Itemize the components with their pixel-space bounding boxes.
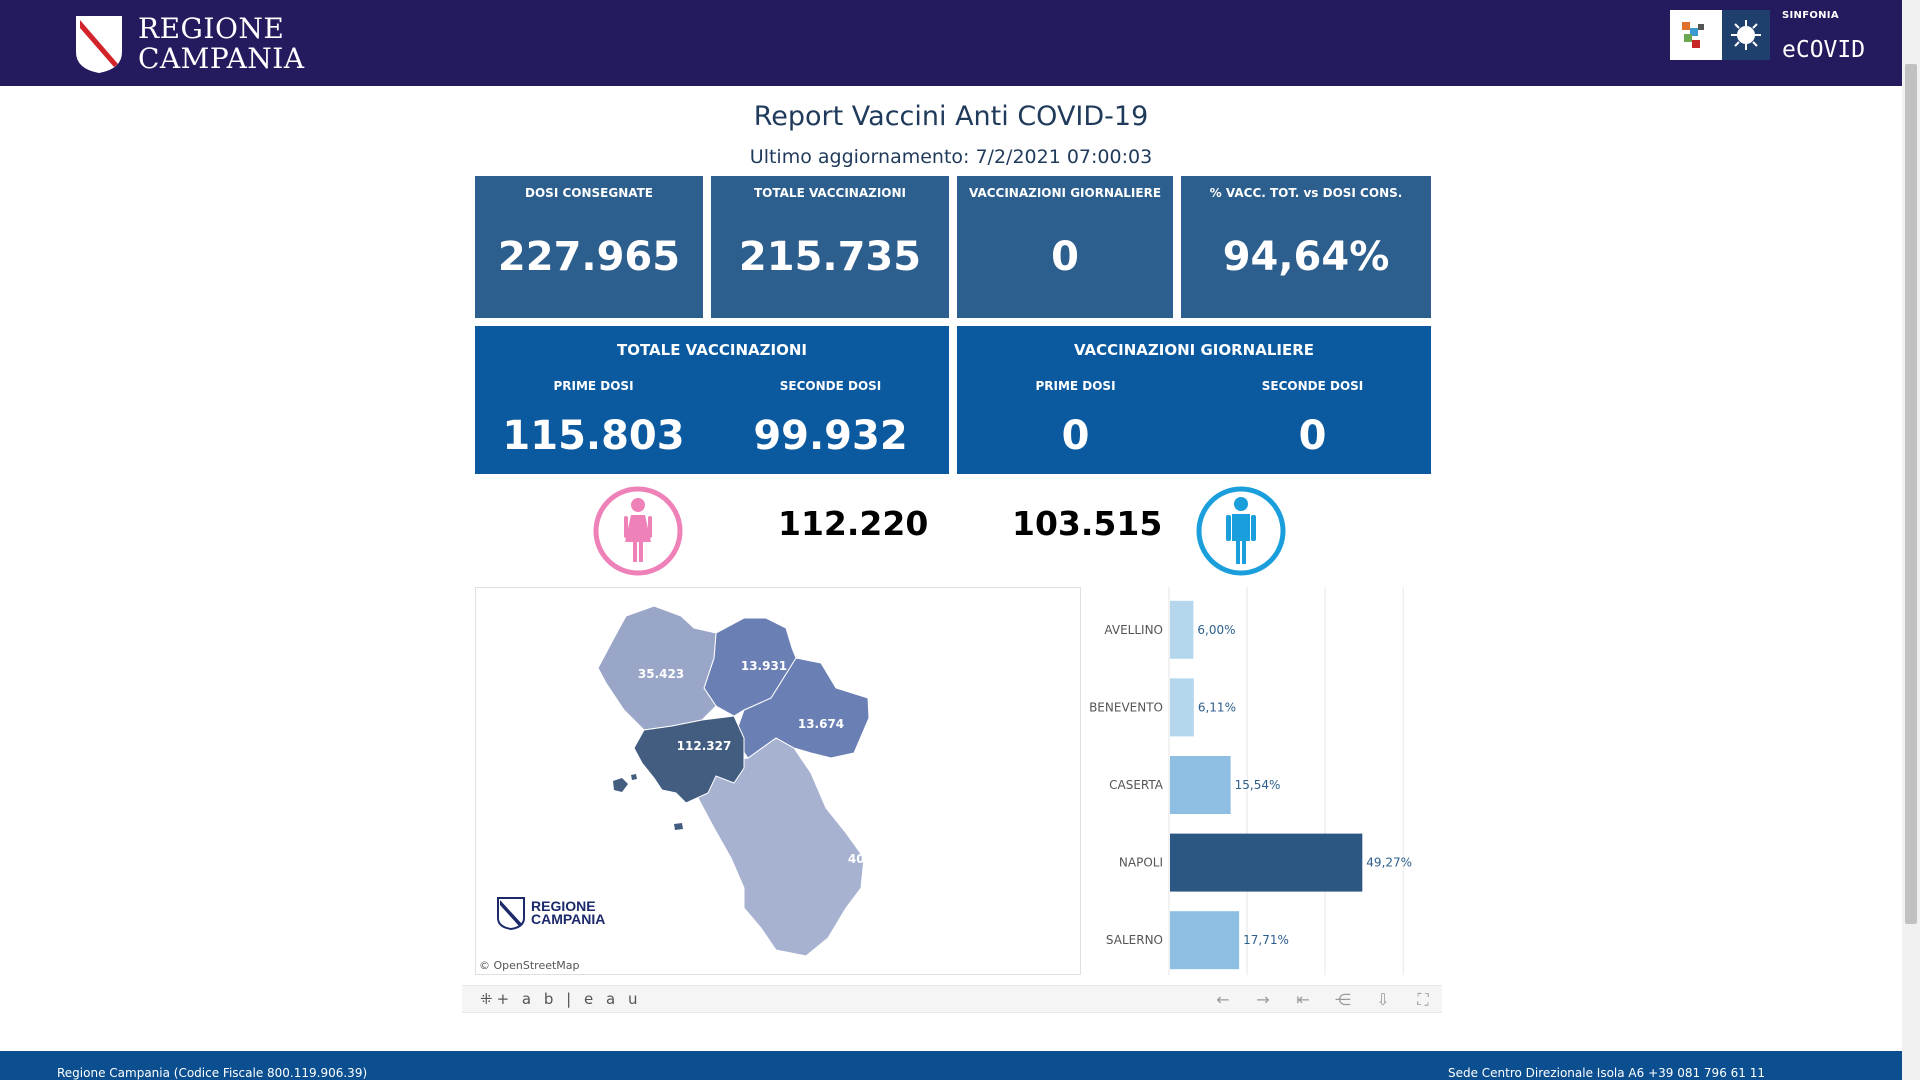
- tableau-mark-icon: ⁜: [480, 990, 497, 1008]
- bar-category-napoli: NAPOLI: [1119, 856, 1163, 870]
- map-label-napoli: 112.327: [677, 739, 732, 753]
- bar-benevento[interactable]: [1170, 678, 1194, 737]
- seconde-dosi-label: SECONDE DOSI: [1261, 379, 1364, 393]
- bar-salerno[interactable]: [1170, 911, 1240, 970]
- prime-dosi-label: PRIME DOSI: [553, 379, 634, 393]
- map-region-napoli[interactable]: [633, 715, 745, 804]
- bar-label-benevento: 6,11%: [1198, 700, 1236, 714]
- kpi-dosi-consegnate: DOSI CONSEGNATE 227.965: [475, 176, 703, 318]
- footer: Regione Campania (Codice Fiscale 800.119…: [0, 1051, 1902, 1080]
- prime-dosi-col: PRIME DOSI 115.803: [475, 359, 712, 459]
- kpi-totale-vaccinazioni: TOTALE VACCINAZIONI 215.735: [711, 176, 949, 318]
- seconde-dosi-value: 0: [1298, 413, 1327, 459]
- bar-category-benevento: BENEVENTO: [1089, 700, 1163, 714]
- last-update: Ultimo aggiornamento: 7/2/2021 07:00:03: [749, 146, 1153, 168]
- totale-vaccinazioni-card: TOTALE VACCINAZIONI PRIME DOSI 115.803 S…: [475, 326, 949, 474]
- seconde-dosi-value: 99.932: [753, 413, 908, 459]
- province-bar-chart: AVELLINO 6,00% BENEVENTO 6,11% CASERTA 15,54%…: [1085, 587, 1415, 975]
- ecovid-logo[interactable]: SINFONIA eCOVID: [1670, 10, 1865, 63]
- prime-dosi-col: PRIME DOSI 0: [957, 359, 1194, 459]
- redo-icon[interactable]: →: [1256, 990, 1270, 1009]
- bar-category-salerno: SALERNO: [1106, 933, 1163, 947]
- card-title: TOTALE VACCINAZIONI: [617, 341, 807, 359]
- seconde-dosi-col: SECONDE DOSI 0: [1194, 359, 1431, 459]
- undo-icon[interactable]: ←: [1216, 990, 1230, 1009]
- map-regione-logo: REGIONE CAMPANIA: [496, 896, 605, 930]
- regione-campania-logo[interactable]: REGIONE CAMPANIA: [74, 14, 305, 74]
- tableau-toolbar: ⁜+ a b | e a u ← → ⇤ ⋲ ⇩ ⛶: [462, 985, 1442, 1013]
- bar-avellino[interactable]: [1170, 600, 1194, 659]
- map-region-caserta[interactable]: [597, 605, 717, 731]
- mini-logo-line1: REGIONE: [531, 898, 596, 914]
- seconde-dosi-col: SECONDE DOSI 99.932: [712, 359, 949, 459]
- bar-label-salerno: 17,71%: [1243, 933, 1289, 947]
- share-icon[interactable]: ⋲: [1335, 990, 1351, 1009]
- tableau-logo[interactable]: ⁜+ a b | e a u: [480, 990, 641, 1008]
- revert-icon[interactable]: ⇤: [1296, 990, 1310, 1009]
- map-region-avellino[interactable]: [733, 657, 870, 759]
- kpi-value: 0: [1051, 234, 1079, 280]
- virus-icon: [1722, 10, 1770, 60]
- map-region-salerno[interactable]: [697, 737, 865, 957]
- kpi-value: 94,64%: [1222, 234, 1390, 280]
- kpi-vaccinazioni-giornaliere: VACCINAZIONI GIORNALIERE 0: [957, 176, 1173, 318]
- fullscreen-icon[interactable]: ⛶: [1417, 990, 1429, 1009]
- kpi-percent-vacc: % VACC. TOT. vs DOSI CONS. 94,64%: [1181, 176, 1431, 318]
- ecovid-name: eCOVID: [1782, 37, 1866, 63]
- bar-napoli[interactable]: [1170, 833, 1363, 892]
- brand-line2: CAMPANIA: [138, 42, 305, 75]
- male-icon: [1196, 486, 1286, 576]
- female-count: 112.220: [778, 504, 929, 543]
- map-label-benevento: 13.931: [741, 659, 787, 673]
- tableau-logo-text: + a b | e a u: [496, 990, 642, 1008]
- kpi-label: DOSI CONSEGNATE: [525, 186, 653, 200]
- bar-label-caserta: 15,54%: [1235, 778, 1281, 792]
- bar-category-caserta: CASERTA: [1109, 778, 1164, 792]
- mini-shield-icon: [497, 897, 525, 930]
- osm-attribution[interactable]: © OpenStreetMap: [479, 959, 580, 972]
- map-island-ischia: [613, 778, 628, 792]
- shield-icon: [76, 16, 122, 74]
- brand-text: REGIONE CAMPANIA: [138, 14, 305, 74]
- map-svg: 35.423 13.931 13.674 112.327 40.380: [597, 605, 894, 957]
- sinfonia-mark-icon: [1670, 10, 1722, 60]
- female-icon: [593, 486, 683, 576]
- download-icon[interactable]: ⇩: [1376, 990, 1390, 1009]
- bar-category-avellino: AVELLINO: [1104, 623, 1163, 637]
- male-count: 103.515: [1012, 504, 1163, 543]
- vaccinazioni-giornaliere-card: VACCINAZIONI GIORNALIERE PRIME DOSI 0 SE…: [957, 326, 1431, 474]
- top-bar: REGIONE CAMPANIA: [0, 0, 1902, 86]
- report-title: Report Vaccini Anti COVID-19: [753, 101, 1149, 132]
- footer-left-text: Regione Campania (Codice Fiscale 800.119…: [57, 1066, 368, 1080]
- brand-line1: REGIONE: [138, 12, 285, 45]
- ecovid-text: SINFONIA eCOVID: [1782, 10, 1865, 63]
- map-island-capri: [674, 823, 683, 830]
- campania-map[interactable]: 35.423 13.931 13.674 112.327 40.380 REGI…: [475, 587, 1081, 975]
- kpi-label: % VACC. TOT. vs DOSI CONS.: [1209, 186, 1403, 200]
- bar-chart-svg: AVELLINO 6,00% BENEVENTO 6,11% CASERTA 15,54%…: [1089, 587, 1412, 975]
- prime-dosi-label: PRIME DOSI: [1035, 379, 1116, 393]
- kpi-value: 227.965: [497, 234, 681, 280]
- bar-label-avellino: 6,00%: [1197, 623, 1235, 637]
- prime-dosi-value: 115.803: [502, 413, 685, 459]
- mini-logo-line2: CAMPANIA: [531, 911, 606, 927]
- bar-caserta[interactable]: [1170, 756, 1231, 814]
- prime-dosi-value: 0: [1061, 413, 1090, 459]
- bar-label-napoli: 49,27%: [1366, 856, 1412, 870]
- map-label-caserta: 35.423: [638, 667, 684, 681]
- kpi-label: VACCINAZIONI GIORNALIERE: [968, 186, 1162, 200]
- sinfonia-label: SINFONIA: [1782, 10, 1839, 21]
- map-label-salerno: 40.380: [848, 852, 894, 866]
- kpi-value: 215.735: [738, 234, 922, 280]
- scrollbar-thumb[interactable]: [1905, 64, 1917, 924]
- footer-right-text: Sede Centro Direzionale Isola A6 +39 081…: [1447, 1066, 1765, 1080]
- map-island-procida: [631, 774, 637, 780]
- card-title: VACCINAZIONI GIORNALIERE: [1073, 341, 1315, 359]
- vertical-scrollbar[interactable]: [1902, 0, 1920, 1080]
- map-label-avellino: 13.674: [798, 717, 844, 731]
- seconde-dosi-label: SECONDE DOSI: [779, 379, 882, 393]
- kpi-label: TOTALE VACCINAZIONI: [754, 186, 906, 200]
